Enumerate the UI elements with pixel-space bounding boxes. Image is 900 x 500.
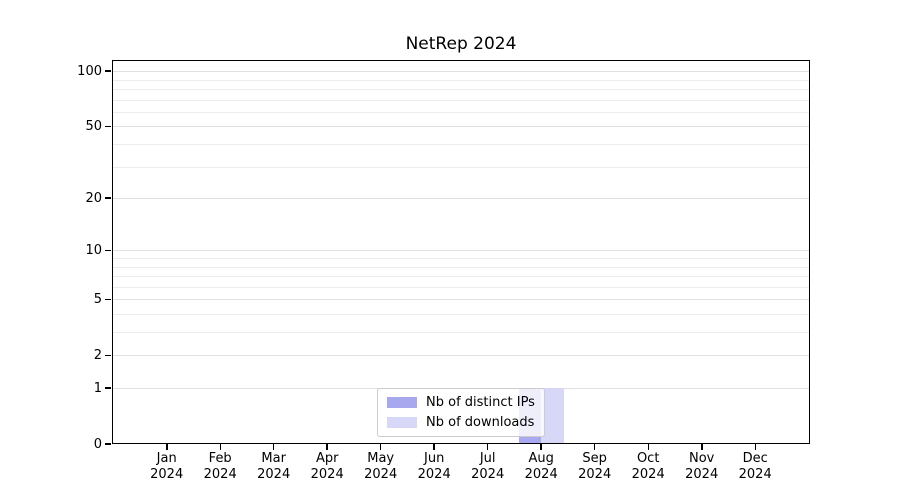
legend-item-downloads: Nb of downloads	[387, 415, 536, 430]
y-axis-tick-label: 100	[77, 63, 102, 79]
x-tick-mark	[593, 444, 596, 450]
x-axis-tick-label: May 2024	[364, 451, 398, 482]
y-tick-mark	[105, 249, 111, 251]
legend-item-distinct-ips: Nb of distinct IPs	[387, 395, 536, 410]
y-tick-mark	[105, 387, 111, 389]
gridline-y-70	[112, 99, 810, 101]
x-axis-tick-label: Apr 2024	[310, 451, 344, 482]
legend: Nb of distinct IPs Nb of downloads	[377, 388, 545, 437]
axes-frame	[112, 60, 810, 444]
legend-label-downloads: Nb of downloads	[426, 415, 535, 430]
y-axis-tick-label: 1	[93, 380, 102, 396]
y-axis-tick-label: 5	[93, 291, 102, 307]
gridline-y-4	[112, 314, 810, 315]
gridline-y-30	[112, 166, 810, 168]
x-axis-tick-label: Nov 2024	[685, 451, 719, 482]
gridline-y-80	[112, 89, 810, 90]
x-axis-tick-label: Aug 2024	[524, 451, 558, 482]
x-tick-mark	[701, 444, 703, 450]
x-axis-tick-label: Jan 2024	[150, 451, 184, 482]
bar-downloads	[541, 388, 564, 444]
y-tick-mark	[105, 443, 111, 445]
y-tick-mark	[105, 354, 111, 356]
y-axis-tick-label: 10	[85, 242, 102, 258]
x-tick-mark	[486, 444, 489, 450]
x-tick-mark	[326, 444, 328, 450]
y-tick-mark	[105, 298, 111, 300]
x-axis-tick-label: Jun 2024	[417, 451, 451, 482]
x-axis-tick-label: Feb 2024	[203, 451, 237, 482]
y-tick-mark	[105, 125, 111, 128]
legend-swatch-downloads	[387, 417, 417, 428]
y-axis-tick-label: 50	[85, 118, 102, 134]
gridline-y-20	[112, 198, 810, 200]
gridline-y-90	[112, 79, 810, 81]
gridline-y-7	[112, 276, 810, 277]
y-axis-tick-label: 0	[93, 436, 102, 452]
x-tick-mark	[272, 444, 275, 450]
x-tick-mark	[754, 444, 756, 450]
gridline-y-3	[112, 332, 810, 333]
legend-label-distinct-ips: Nb of distinct IPs	[426, 395, 535, 410]
x-axis-tick-label: Jul 2024	[471, 451, 505, 482]
y-axis-tick-label: 20	[85, 190, 102, 206]
x-axis-tick-label: Dec 2024	[738, 451, 772, 482]
chart-title: NetRep 2024	[405, 34, 517, 54]
x-axis-tick-label: Sep 2024	[578, 451, 612, 482]
gridline-y-100	[112, 71, 810, 73]
gridline-y-9	[112, 258, 810, 259]
y-tick-mark	[105, 70, 111, 72]
x-tick-mark	[219, 444, 221, 450]
gridline-y-8	[112, 266, 810, 268]
x-tick-mark	[379, 444, 382, 450]
x-axis-tick-label: Oct 2024	[631, 451, 665, 482]
gridline-y-5	[112, 299, 810, 301]
x-tick-mark	[647, 444, 649, 450]
x-tick-mark	[433, 444, 435, 450]
x-tick-mark	[540, 444, 542, 450]
gridline-y-40	[112, 144, 810, 145]
gridline-y-60	[112, 111, 810, 113]
gridline-y-10	[112, 250, 810, 252]
gridline-y-50	[112, 126, 810, 128]
x-axis-tick-label: Mar 2024	[257, 451, 291, 482]
x-tick-mark	[166, 444, 168, 450]
y-axis-tick-label: 2	[93, 347, 102, 363]
gridline-y-6	[112, 286, 810, 288]
gridline-y-2	[112, 355, 810, 357]
plot-area: 0 1 2 5 10 20 50 100 Jan 2024 Feb 2024 Mar 2024 Apr 202…	[77, 60, 810, 482]
legend-swatch-distinct-ips	[387, 397, 417, 408]
y-tick-mark	[105, 197, 111, 199]
